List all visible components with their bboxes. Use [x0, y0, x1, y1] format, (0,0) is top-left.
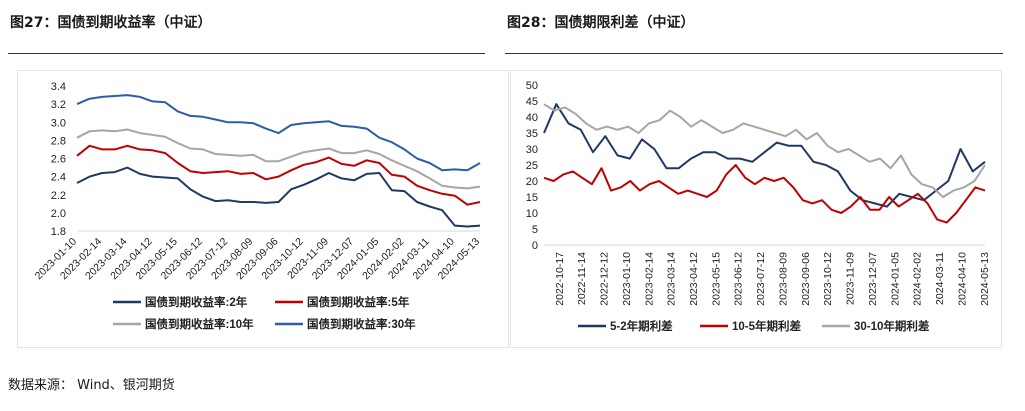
x-tick-label: 2022-12-12	[599, 252, 611, 306]
x-tick-label: 2023-07-12	[755, 252, 767, 306]
y-tick-label: 0	[532, 240, 538, 252]
legend-label: 国债到期收益率:10年	[145, 317, 254, 331]
legend-label: 10-5年期利差	[732, 319, 802, 333]
y-tick-label: 3.0	[51, 117, 66, 129]
y-tick-label: 2.0	[51, 208, 66, 220]
y-tick-label: 30	[526, 144, 538, 156]
x-tick-label: 2024-01-05	[889, 252, 901, 306]
left-title-rule	[8, 53, 485, 54]
x-tick-label: 2022-11-14	[576, 252, 588, 305]
legend-label: 国债到期收益率:5年	[307, 295, 410, 309]
y-tick-label: 1.8	[51, 226, 66, 238]
y-tick-label: 2.4	[51, 172, 66, 184]
right-title-rule	[505, 53, 1003, 54]
y-tick-label: 2.6	[51, 154, 66, 166]
x-tick-label: 2023-10-12	[822, 252, 834, 306]
x-tick-label: 2024-03-11	[934, 252, 946, 305]
x-tick-label: 2023-06-12	[733, 252, 745, 306]
right-chart-title: 图28：国债期限利差（中证）	[507, 15, 695, 31]
x-tick-label: 2023-03-14	[666, 252, 678, 306]
x-tick-label: 2024-05-13	[979, 252, 991, 306]
x-tick-label: 2023-02-14	[643, 252, 655, 306]
x-tick-label: 2022-10-17	[554, 252, 566, 306]
series-line-0	[76, 166, 481, 228]
series-line-1	[76, 144, 481, 206]
y-tick-label: 5	[532, 224, 538, 236]
series-line-0	[543, 103, 986, 208]
y-tick-label: 2.8	[51, 135, 66, 147]
series-line-2	[543, 103, 986, 198]
x-tick-label: 2023-11-09	[845, 252, 857, 305]
x-tick-label: 2023-01-10	[621, 252, 633, 306]
y-tick-label: 50	[526, 80, 538, 92]
legend-label: 国债到期收益率:2年	[145, 295, 248, 309]
y-tick-label: 10	[526, 208, 538, 220]
x-tick-label: 2024-04-10	[956, 252, 968, 306]
y-tick-label: 3.2	[51, 99, 66, 111]
x-tick-label: 2023-12-07	[867, 252, 879, 306]
series-line-2	[76, 128, 481, 190]
y-tick-label: 15	[526, 192, 538, 204]
x-tick-label: 2024-02-02	[912, 252, 924, 306]
y-tick-label: 45	[526, 96, 538, 108]
y-tick-label: 40	[526, 112, 538, 124]
legend-label: 30-10年期利差	[854, 319, 930, 333]
y-tick-label: 20	[526, 176, 538, 188]
y-tick-label: 35	[526, 128, 538, 140]
right-chart-frame	[510, 70, 1002, 348]
series-line-3	[76, 94, 481, 172]
x-tick-label: 2023-09-06	[800, 252, 812, 306]
series-line-1	[543, 164, 986, 224]
left-chart-title: 图27：国债到期收益率（中证）	[10, 15, 212, 31]
x-tick-label: 2023-05-15	[710, 252, 722, 306]
left-chart-frame	[17, 70, 509, 348]
x-tick-label: 2023-08-09	[777, 252, 789, 306]
y-tick-label: 2.2	[51, 190, 66, 202]
data-source: 数据来源： Wind、银河期货	[8, 378, 175, 393]
legend-label: 5-2年期利差	[610, 319, 673, 333]
y-tick-label: 25	[526, 160, 538, 172]
y-tick-label: 3.4	[51, 81, 66, 93]
legend-label: 国债到期收益率:30年	[307, 317, 416, 331]
x-tick-label: 2023-04-12	[688, 252, 700, 306]
